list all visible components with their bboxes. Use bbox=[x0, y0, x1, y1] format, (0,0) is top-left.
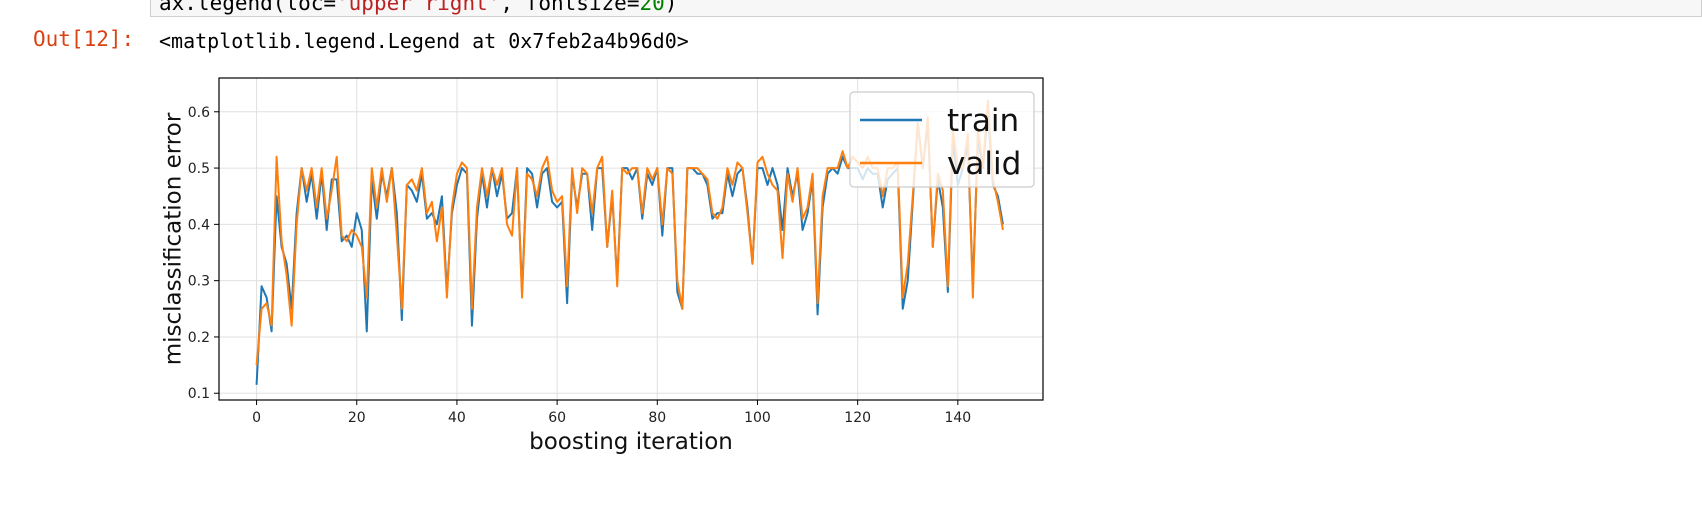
code-text: ax.legend(loc= bbox=[159, 0, 337, 15]
error-chart: 0 20 40 60 80 100 120 140 0.1 0.2 0.3 0.4 0.5 0.6 tra… bbox=[161, 77, 1044, 455]
output-prompt: Out[12]: bbox=[33, 27, 135, 51]
y-tick-label: 0.2 bbox=[188, 330, 210, 346]
code-cell-tail[interactable]: ax.legend(loc='upper right', fontsize=20… bbox=[150, 0, 1702, 17]
ticks: 0 20 40 60 80 100 120 140 0.1 0.2 0.3 0.4 0.5 0.6 bbox=[188, 105, 971, 426]
x-axis-label: boosting iteration bbox=[529, 429, 733, 455]
code-number: 20 bbox=[639, 0, 665, 15]
y-tick-label: 0.5 bbox=[188, 161, 210, 177]
x-tick-label: 20 bbox=[348, 410, 366, 426]
x-tick-label: 40 bbox=[448, 410, 466, 426]
x-tick-label: 100 bbox=[744, 410, 771, 426]
axes-frame bbox=[218, 77, 1044, 401]
y-axis-label: misclassification error bbox=[161, 112, 187, 365]
legend-label-valid: valid bbox=[947, 146, 1021, 182]
output-text: <matplotlib.legend.Legend at 0x7feb2a4b9… bbox=[159, 29, 689, 53]
code-line: ax.legend(loc='upper right', fontsize=20… bbox=[159, 0, 677, 15]
x-tick-label: 60 bbox=[548, 410, 566, 426]
x-tick-label: 80 bbox=[648, 410, 666, 426]
x-tick-label: 140 bbox=[944, 410, 971, 426]
legend: train valid bbox=[849, 91, 1035, 188]
code-string: 'upper right' bbox=[336, 0, 501, 15]
y-tick-label: 0.3 bbox=[188, 274, 210, 290]
code-text: , fontsize= bbox=[500, 0, 640, 15]
y-tick-label: 0.4 bbox=[188, 217, 210, 233]
x-tick-label: 0 bbox=[252, 410, 261, 426]
legend-label-train: train bbox=[947, 103, 1019, 139]
code-text: ) bbox=[664, 0, 678, 15]
x-tick-label: 120 bbox=[844, 410, 871, 426]
y-tick-label: 0.1 bbox=[188, 386, 210, 402]
y-tick-label: 0.6 bbox=[188, 105, 210, 121]
